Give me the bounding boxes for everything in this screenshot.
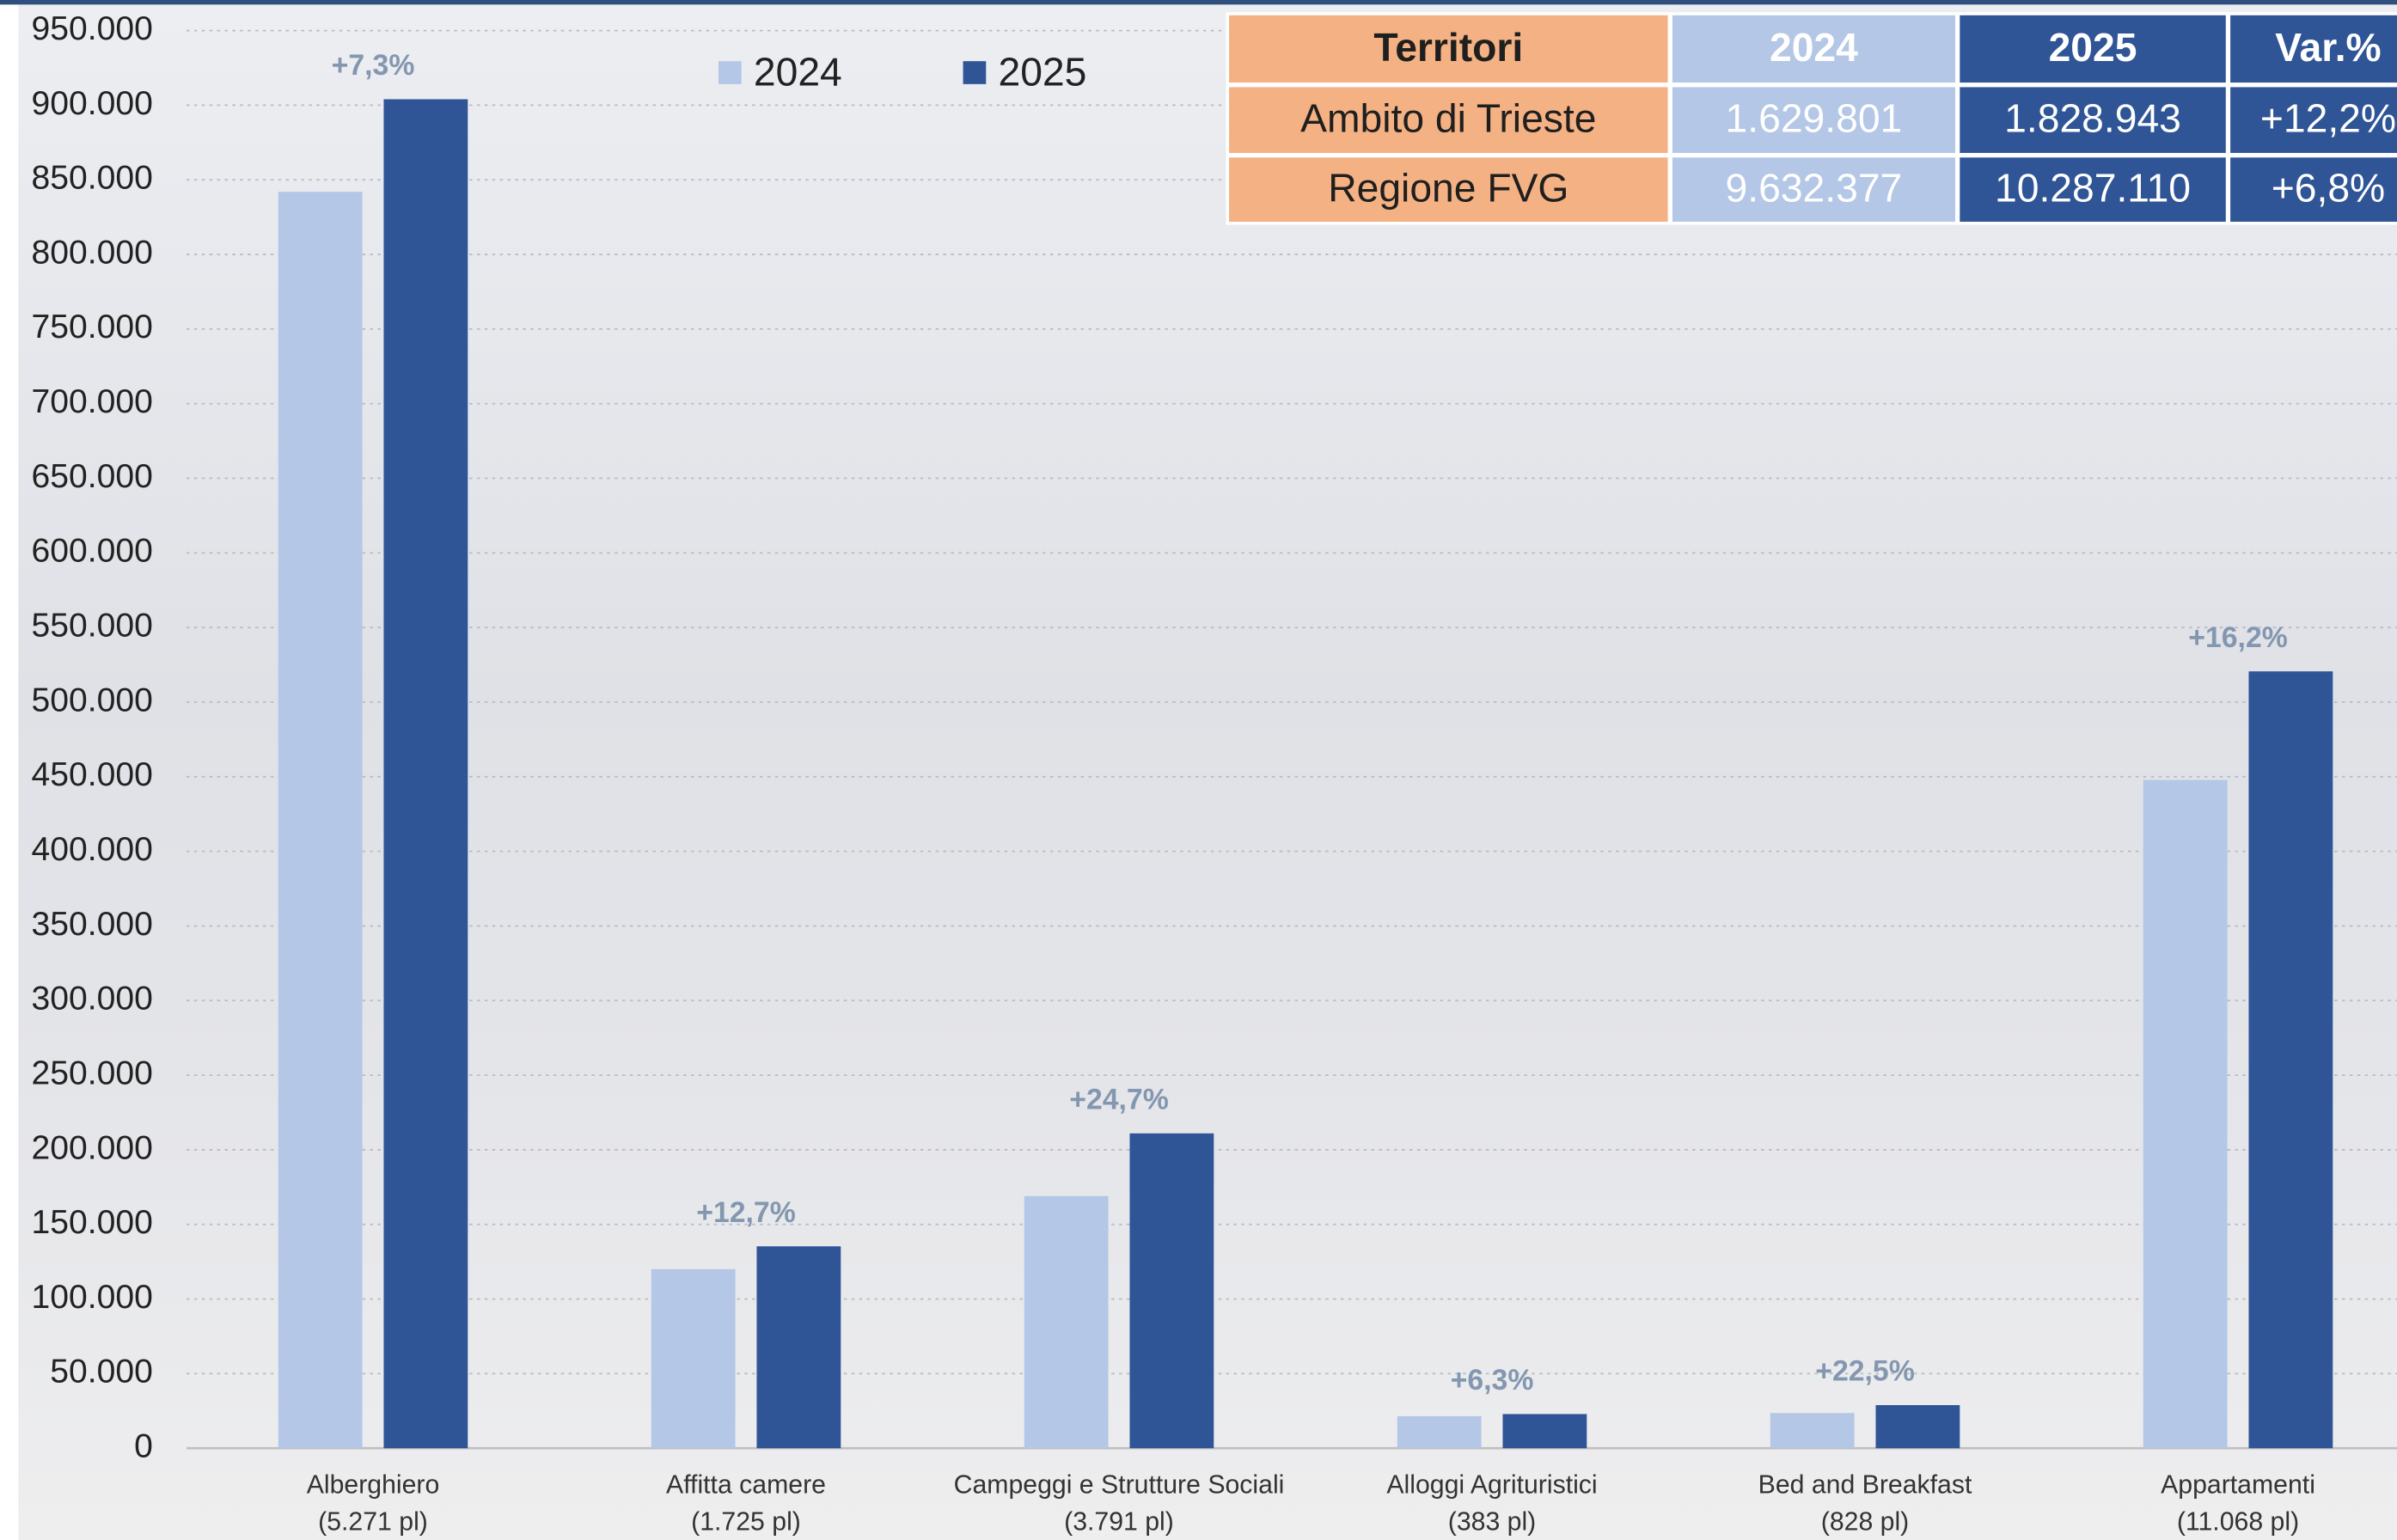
table-cell-text: 10.287.110	[1995, 166, 2191, 211]
bar	[1770, 1413, 1855, 1448]
table-header: Territori	[1373, 25, 1523, 70]
left-margin	[0, 0, 18, 1540]
table-cell-text: 1.629.801	[1726, 96, 1903, 141]
bar	[383, 99, 468, 1448]
x-tick-label: Affitta camere	[666, 1471, 826, 1500]
annotation: +6,3%	[1451, 1364, 1534, 1396]
top-border	[0, 0, 2397, 4]
x-tick-note: (11.068 pl)	[2177, 1507, 2299, 1536]
y-tick-label: 50.000	[50, 1354, 153, 1390]
chart: 0 50.000 100.000 150.000 200.000 250.000 300.0…	[0, 0, 2397, 1540]
x-tick-note: (1.725 pl)	[691, 1507, 801, 1536]
bar	[756, 1246, 841, 1448]
table-cell-text: Regione FVG	[1328, 166, 1568, 211]
x-tick-note: (5.271 pl)	[318, 1507, 428, 1536]
y-tick-label: 500.000	[31, 681, 152, 718]
y-tick-label: 350.000	[31, 906, 152, 943]
x-tick-label: Alberghiero	[307, 1471, 440, 1500]
legend-swatch	[718, 61, 742, 84]
annotation: +16,2%	[2188, 621, 2288, 654]
y-tick-label: 950.000	[31, 10, 152, 47]
bar	[1875, 1405, 1960, 1448]
table-header: 2024	[1770, 25, 1858, 70]
bar	[2143, 780, 2228, 1449]
y-tick-label: 700.000	[31, 383, 152, 420]
x-tick-label: Campeggi e Strutture Sociali	[954, 1471, 1285, 1500]
x-tick-label: Bed and Breakfast	[1758, 1471, 1972, 1500]
table-cell-text: 9.632.377	[1726, 166, 1903, 211]
annotation: +7,3%	[332, 49, 415, 82]
y-tick-label: 850.000	[31, 160, 152, 197]
table-header: Var.%	[2275, 25, 2381, 70]
x-tick-label: Alloggi Agrituristici	[1386, 1471, 1597, 1500]
y-tick-label: 250.000	[31, 1054, 152, 1091]
y-tick-label: 150.000	[31, 1204, 152, 1241]
legend-label: 2025	[998, 49, 1086, 94]
table-cell-text: +6,8%	[2272, 166, 2385, 211]
table-cell-text: Ambito di Trieste	[1300, 96, 1596, 141]
bar	[651, 1269, 736, 1448]
x-tick-label: Appartamenti	[2161, 1471, 2315, 1500]
y-tick-label: 300.000	[31, 981, 152, 1018]
y-tick-label: 100.000	[31, 1279, 152, 1316]
bar	[278, 192, 363, 1448]
y-tick-label: 550.000	[31, 608, 152, 645]
annotation: +24,7%	[1069, 1083, 1169, 1115]
annotation: +22,5%	[1815, 1355, 1915, 1388]
x-tick-note: (828 pl)	[1821, 1507, 1909, 1536]
y-tick-label: 750.000	[31, 309, 152, 345]
table-cell-text: +12,2%	[2260, 96, 2396, 141]
legend-label: 2024	[754, 49, 842, 94]
bar	[2248, 671, 2333, 1448]
x-tick-note: (3.791 pl)	[1064, 1507, 1174, 1536]
annotation: +12,7%	[696, 1196, 796, 1229]
table-cell-text: 1.828.943	[2004, 96, 2181, 141]
bar	[1502, 1414, 1587, 1448]
y-tick-label: 900.000	[31, 85, 152, 122]
bar	[1397, 1416, 1482, 1448]
legend-swatch	[963, 61, 987, 84]
bar	[1129, 1134, 1214, 1448]
table-header: 2025	[2049, 25, 2137, 70]
bar	[1024, 1196, 1109, 1448]
y-tick-label: 600.000	[31, 533, 152, 570]
y-tick-label: 400.000	[31, 831, 152, 868]
y-tick-label: 650.000	[31, 458, 152, 495]
y-tick-label: 450.000	[31, 756, 152, 793]
y-tick-label: 200.000	[31, 1129, 152, 1166]
y-tick-label: 800.000	[31, 234, 152, 271]
y-tick-label: 0	[134, 1428, 153, 1465]
x-tick-note: (383 pl)	[1448, 1507, 1536, 1536]
